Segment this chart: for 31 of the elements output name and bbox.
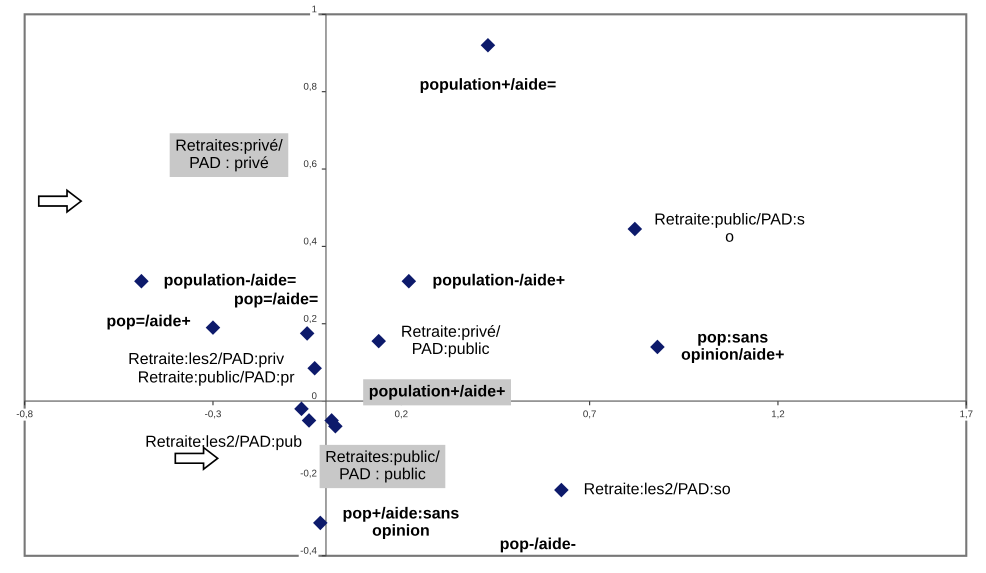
y-tick-label: 0,4: [304, 238, 317, 246]
annotation: Retraite:les2/PAD:so: [584, 482, 730, 494]
annotation: population+/aide+: [370, 384, 505, 400]
y-tick-label: -0,4: [300, 547, 317, 556]
x-tick-label: 0,7: [583, 410, 596, 418]
y-tick-label: 0: [312, 392, 317, 400]
annotation: Retraites:privé/ PAD : privé: [176, 138, 283, 172]
annotation: Retraite:les2/PAD:priv: [129, 352, 284, 368]
annotation: population-/aide+: [434, 274, 564, 289]
y-tick-label: 1: [312, 6, 316, 12]
x-tick-label: 1,2: [772, 410, 784, 418]
annotation: Retraite:privé/ PAD:public: [402, 325, 500, 358]
x-tick-label: 1,7: [960, 410, 973, 418]
x-tick-label: -0,8: [16, 410, 33, 418]
annotation: Retraite:public/PAD:s o: [656, 212, 804, 242]
y-tick-label: 0,6: [304, 160, 317, 168]
y-tick-label: 0,8: [304, 82, 317, 91]
annotation: population-/aide=: [164, 274, 296, 289]
annotation: Retraites:public/ PAD : public: [326, 450, 440, 483]
annotation: Retraite:public/PAD:pr: [139, 370, 294, 386]
annotation: pop:sans opinion/aide+: [682, 334, 784, 363]
annotation: pop-/aide-: [500, 538, 576, 552]
x-tick-label: 0,2: [394, 410, 408, 418]
y-tick-label: 0,2: [304, 314, 316, 323]
annotation: pop=/aide+: [107, 314, 190, 330]
y-tick-label: -0,2: [300, 470, 316, 478]
annotation: pop+/aide:sans opinion: [344, 506, 459, 539]
x-tick-label: -0,3: [205, 410, 221, 418]
annotation: pop=/aide=: [234, 292, 318, 308]
annotation: Retraite:les2/PAD:pub: [146, 435, 302, 450]
annotation: population+/aide=: [420, 78, 556, 93]
